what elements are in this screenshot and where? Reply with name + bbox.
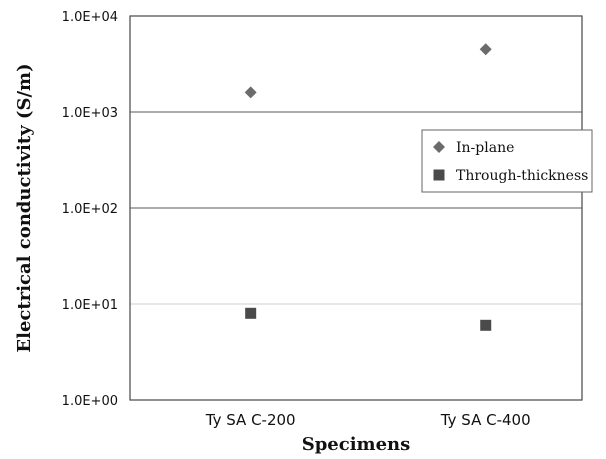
y-tick-label: 1.0E+04: [62, 10, 118, 25]
plot-area-frame: [129, 15, 583, 401]
legend-box: [421, 129, 593, 193]
data-point: [480, 319, 492, 331]
x-tick-label: Ty SA C-200: [205, 411, 296, 429]
y-tick-label: 1.0E+02: [62, 202, 118, 217]
y-axis-label: Electrical conductivity (S/m): [14, 63, 35, 352]
y-tick-label: 1.0E+00: [62, 394, 118, 409]
grid-lines: [130, 111, 582, 305]
legend: In-plane Through-thickness: [421, 129, 593, 193]
x-axis-label: Specimens: [302, 434, 411, 455]
data-points: [244, 43, 492, 331]
x-tick-labels: Ty SA C-200 Ty SA C-400: [205, 411, 531, 429]
y-tick-label: 1.0E+01: [62, 298, 118, 313]
data-point: [245, 307, 257, 319]
legend-label: Through-thickness: [456, 168, 588, 184]
data-point: [479, 43, 492, 56]
y-tick-label: 1.0E+03: [62, 106, 118, 121]
x-tick-label: Ty SA C-400: [440, 411, 531, 429]
legend-label: In-plane: [456, 140, 514, 156]
legend-marker: [433, 141, 445, 153]
legend-marker: [433, 169, 445, 181]
data-point: [244, 86, 257, 99]
y-tick-labels: 1.0E+00 1.0E+01 1.0E+02 1.0E+03 1.0E+04: [62, 10, 118, 409]
